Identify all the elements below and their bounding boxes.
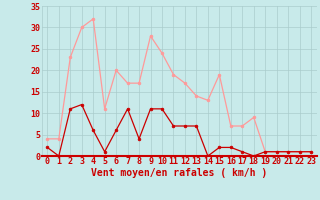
X-axis label: Vent moyen/en rafales ( km/h ): Vent moyen/en rafales ( km/h )	[91, 168, 267, 178]
